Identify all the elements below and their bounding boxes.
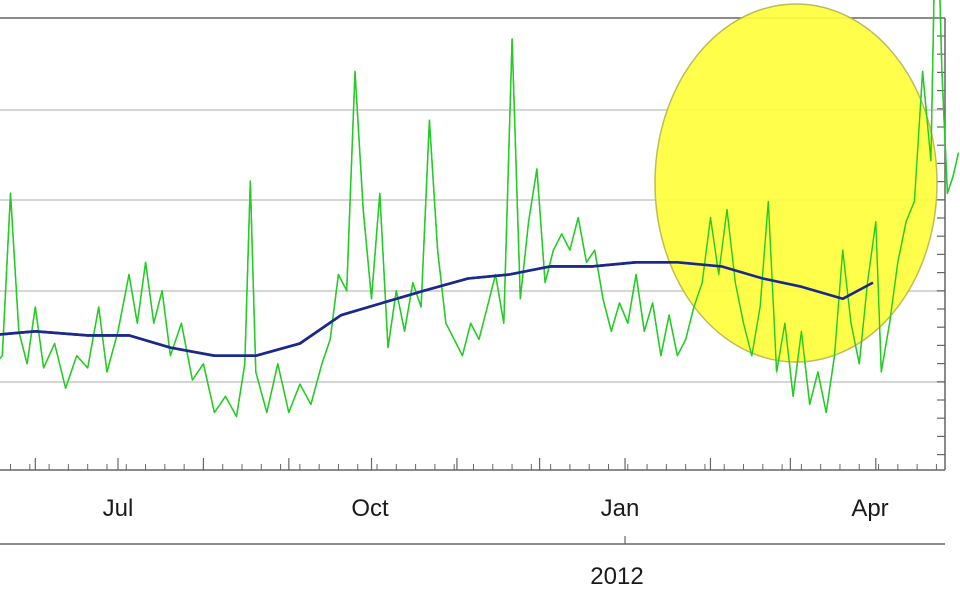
series-overlay [0, 0, 960, 418]
x-tick-label-oct: Oct [351, 495, 389, 522]
year-label: 2012 [590, 563, 643, 590]
series-line-overlay-1 [0, 260, 874, 358]
axis-labels: Jul Oct Jan Apr 2012 [103, 495, 889, 590]
axes [0, 17, 946, 545]
x-tick-label-apr: Apr [851, 495, 888, 522]
highlight-ellipse [654, 3, 938, 363]
series-line-overlay-0 [0, 0, 960, 418]
x-tick-label-jul: Jul [103, 495, 134, 522]
x-tick-label-jan: Jan [601, 495, 640, 522]
